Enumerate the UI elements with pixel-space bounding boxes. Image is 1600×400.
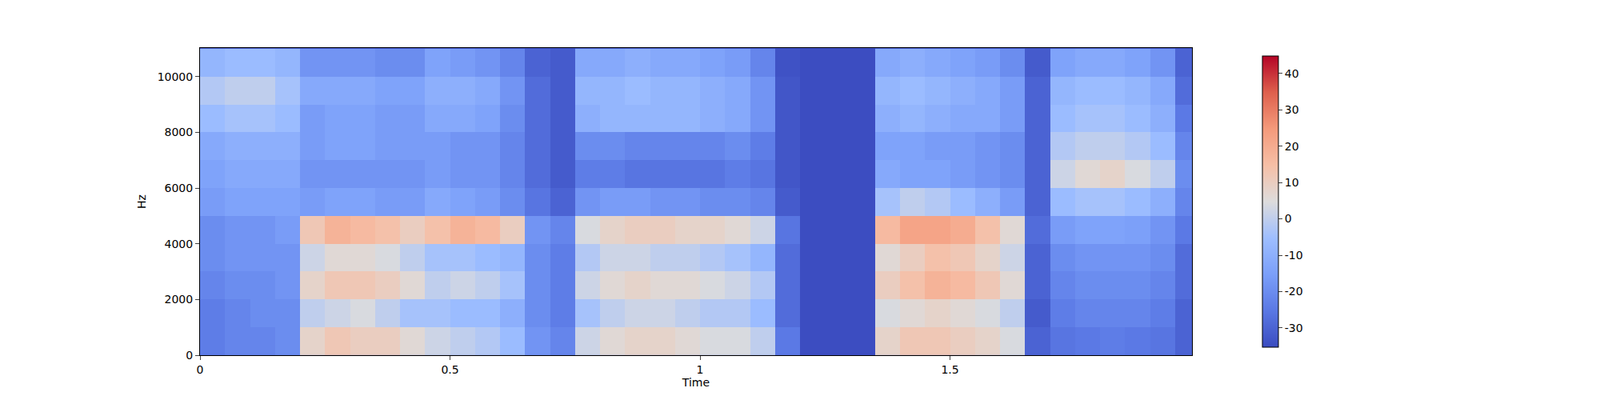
svg-text:8000: 8000	[164, 125, 194, 139]
svg-text:Hz: Hz	[135, 194, 148, 209]
svg-text:1.5: 1.5	[940, 363, 959, 376]
svg-text:0: 0	[196, 363, 204, 376]
svg-text:4000: 4000	[164, 237, 194, 251]
svg-text:1: 1	[696, 363, 704, 376]
svg-text:0.5: 0.5	[440, 363, 459, 376]
svg-text:20: 20	[1284, 140, 1300, 153]
svg-text:6000: 6000	[164, 181, 194, 195]
svg-text:40: 40	[1284, 67, 1300, 80]
svg-text:2000: 2000	[164, 292, 194, 306]
svg-text:0: 0	[1284, 212, 1292, 225]
svg-text:-20: -20	[1284, 284, 1304, 298]
svg-text:-10: -10	[1284, 248, 1304, 262]
svg-text:0: 0	[185, 348, 193, 362]
svg-text:-30: -30	[1284, 321, 1304, 335]
svg-text:10000: 10000	[157, 70, 194, 84]
svg-text:Time: Time	[681, 376, 710, 389]
svg-text:10: 10	[1284, 176, 1300, 189]
svg-text:30: 30	[1284, 103, 1300, 116]
